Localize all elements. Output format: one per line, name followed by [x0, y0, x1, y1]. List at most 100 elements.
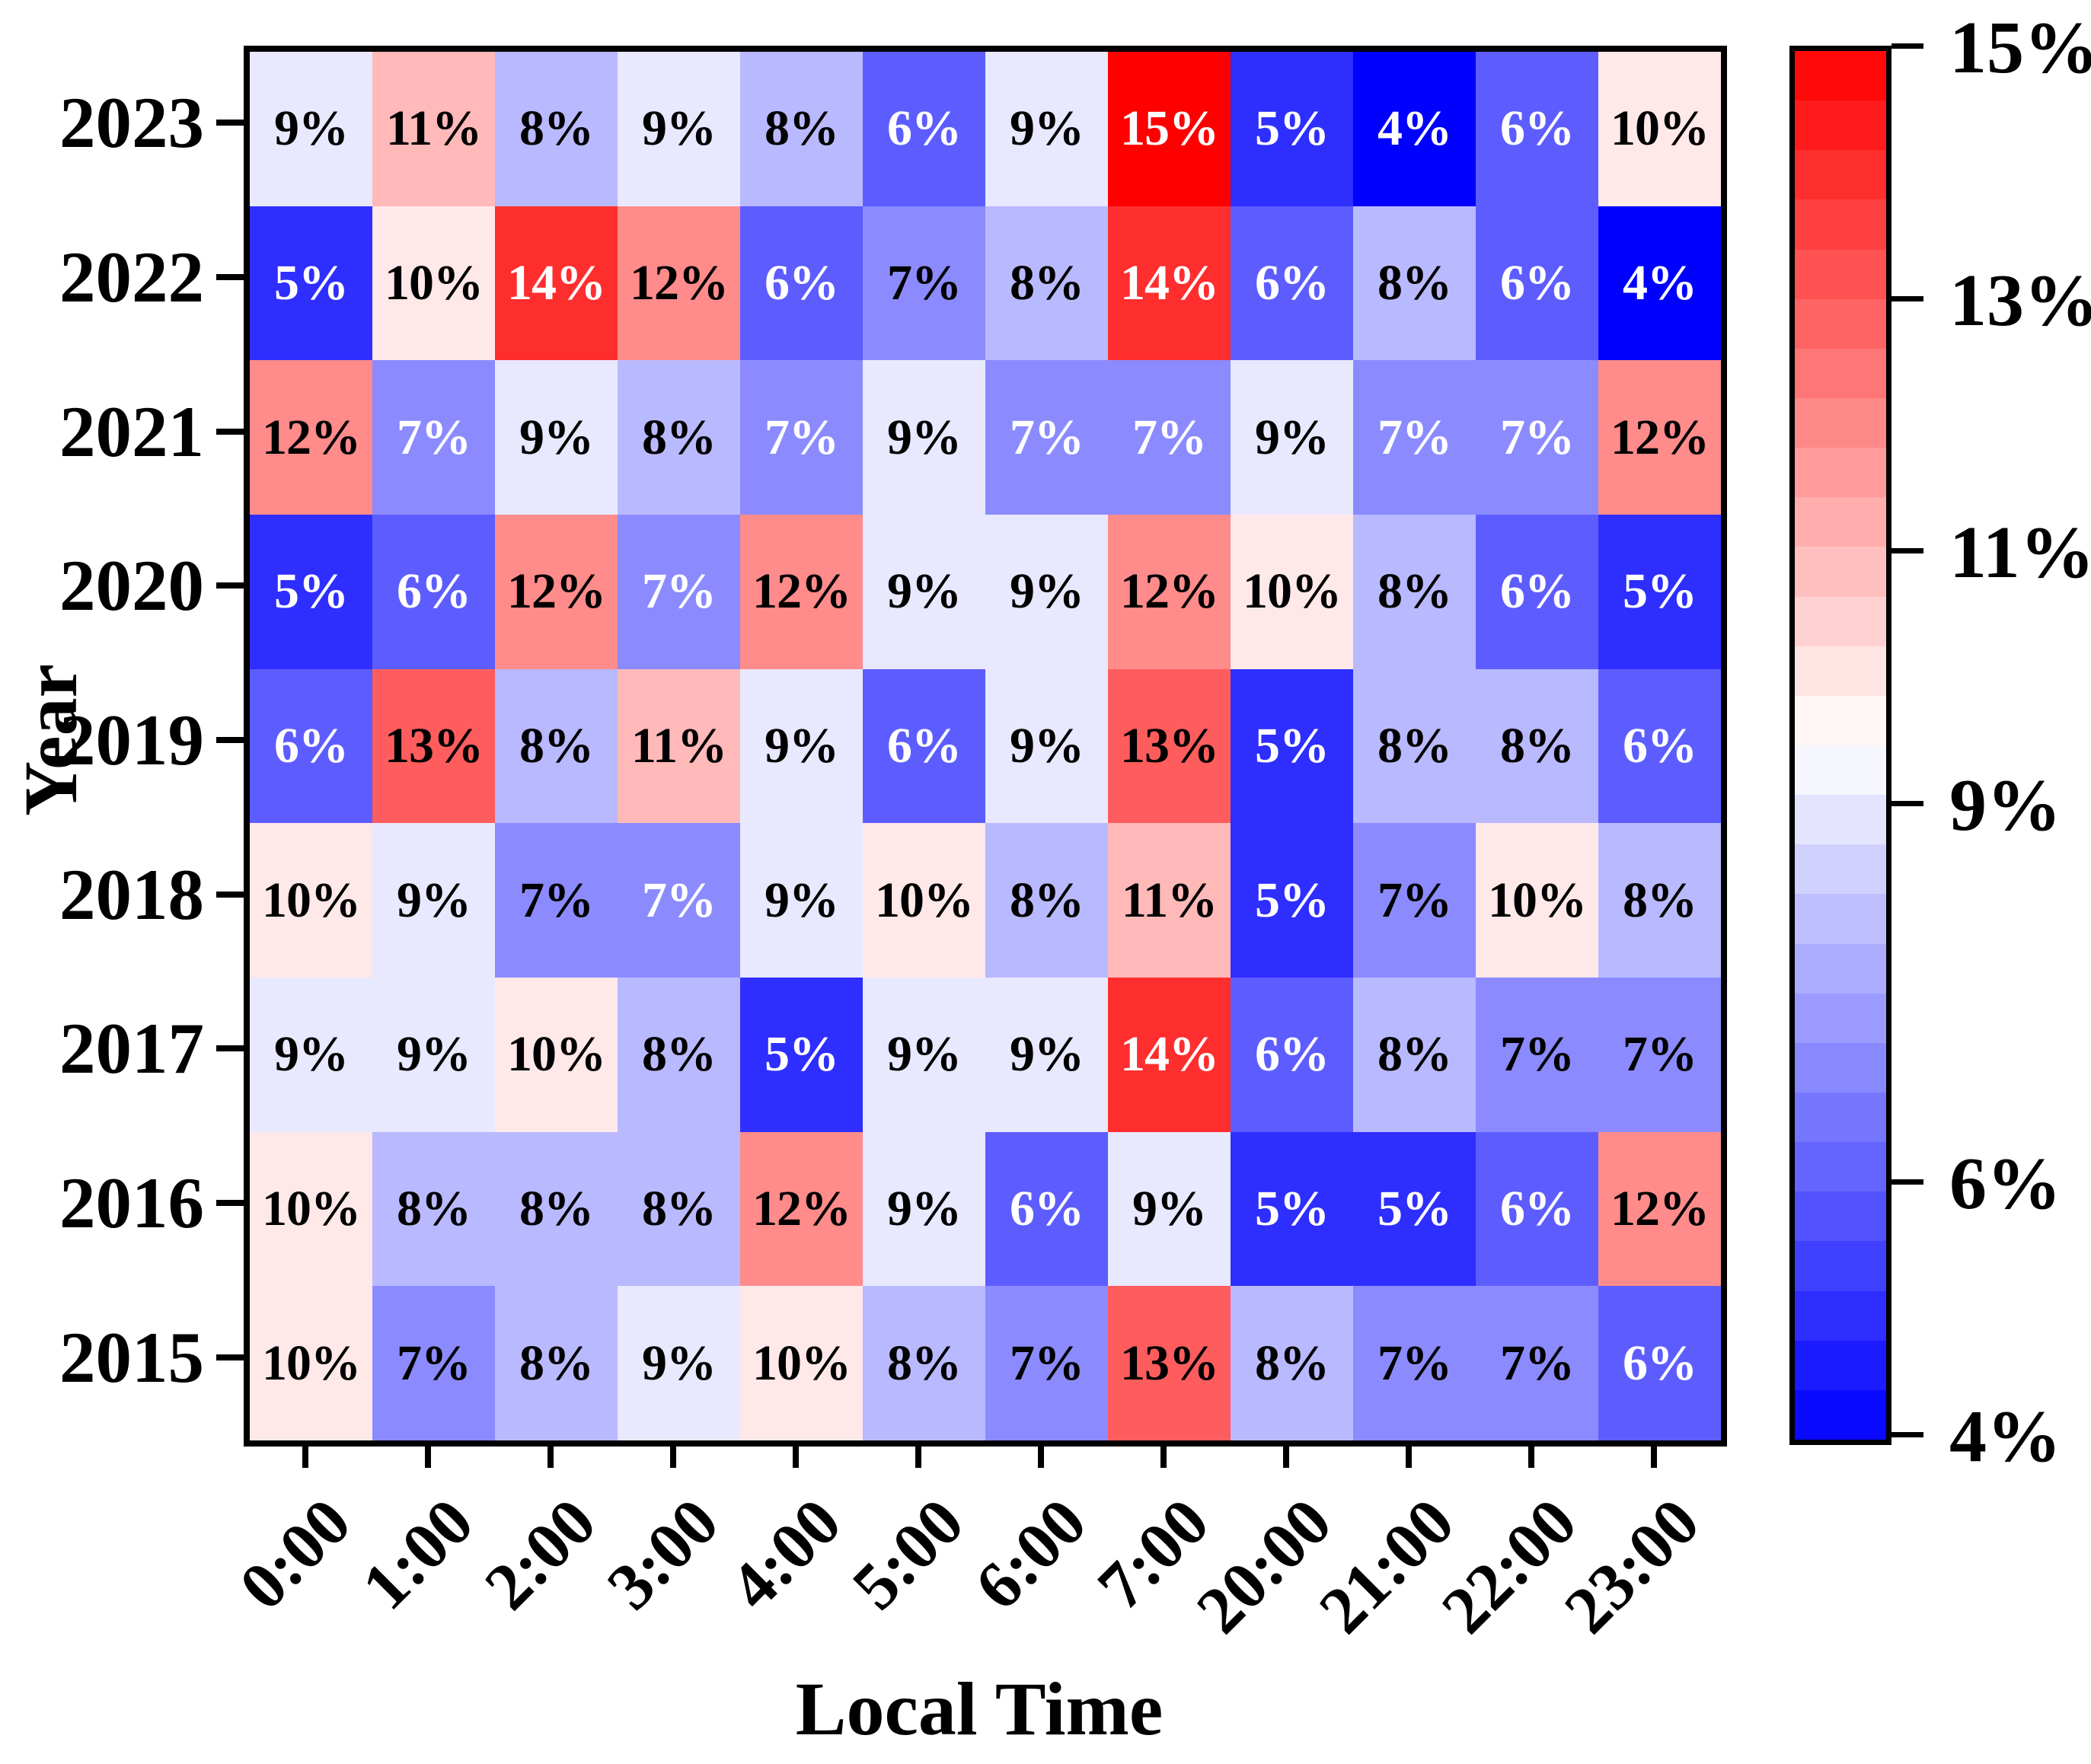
heatmap-cell: 10%: [250, 823, 372, 978]
heatmap-cell: 9%: [250, 978, 372, 1132]
heatmap-cell: 9%: [618, 1286, 740, 1440]
y-tick: [216, 1354, 244, 1360]
heatmap-cell: 9%: [985, 515, 1108, 669]
heatmap-cell: 6%: [1476, 515, 1598, 669]
x-tick: [1160, 1440, 1167, 1468]
heatmap-cell: 8%: [1353, 668, 1476, 824]
heatmap-cell: 6%: [1231, 978, 1353, 1132]
heatmap-cell: 15%: [1108, 52, 1231, 206]
colorbar-band: [1795, 150, 1886, 200]
heatmap-cell: 7%: [1476, 360, 1598, 515]
heatmap-cell: 7%: [618, 515, 740, 669]
heatmap-cell: 10%: [863, 823, 985, 978]
colorbar-band: [1795, 51, 1886, 101]
heatmap-cell: 12%: [495, 515, 618, 669]
heatmap-cell: 14%: [1108, 206, 1231, 361]
heatmap-cell: 6%: [1598, 1286, 1721, 1440]
y-tick: [216, 274, 244, 280]
colorbar-band: [1795, 448, 1886, 498]
heatmap-cell: 8%: [1353, 515, 1476, 669]
y-tick: [216, 1045, 244, 1052]
colorbar-tick: [1891, 1432, 1923, 1437]
colorbar-band: [1795, 795, 1886, 845]
heatmap-cell: 12%: [740, 1131, 863, 1287]
y-tick: [216, 582, 244, 589]
heatmap-cell: 7%: [985, 1286, 1108, 1440]
heatmap-cell: 10%: [1231, 515, 1353, 669]
heatmap-cell: 8%: [1231, 1286, 1353, 1440]
colorbar-tick-label: 13%: [1949, 259, 2091, 342]
x-tick-label: 0:00: [225, 1485, 366, 1625]
colorbar-band: [1795, 1191, 1886, 1242]
heatmap-cell: 13%: [1108, 1286, 1231, 1440]
heatmap-cell: 6%: [1598, 668, 1721, 824]
colorbar-tick: [1891, 1179, 1923, 1185]
heatmap-cell: 12%: [1598, 360, 1721, 515]
heatmap-cell: 5%: [1353, 1131, 1476, 1287]
colorbar-band: [1795, 1290, 1886, 1341]
heatmap-cell: 14%: [1108, 978, 1231, 1132]
colorbar-band: [1795, 497, 1886, 547]
y-tick: [216, 1200, 244, 1206]
heatmap-cell: 9%: [1108, 1131, 1231, 1287]
heatmap-cell: 5%: [1231, 1131, 1353, 1287]
heatmap-cell: 10%: [495, 978, 618, 1132]
y-tick-label: 2023: [59, 82, 204, 164]
x-axis-title: Local Time: [795, 1667, 1164, 1751]
heatmap-cell: 5%: [250, 515, 372, 669]
x-tick: [915, 1440, 921, 1468]
y-tick: [216, 891, 244, 898]
heatmap-cell: 8%: [985, 823, 1108, 978]
x-tick-label: 2:00: [471, 1485, 611, 1625]
heatmap-cell: 7%: [1353, 360, 1476, 515]
y-tick: [216, 737, 244, 743]
heatmap-cell: 12%: [1598, 1131, 1721, 1287]
heatmap-cell: 7%: [863, 206, 985, 361]
heatmap-cell: 9%: [985, 52, 1108, 206]
heatmap-cell: 6%: [1476, 206, 1598, 361]
y-tick-label: 2020: [59, 545, 204, 627]
heatmap-cell: 8%: [495, 668, 618, 824]
x-tick: [1650, 1440, 1657, 1468]
colorbar-tick: [1891, 800, 1923, 806]
colorbar-band: [1795, 695, 1886, 745]
heatmap-cell: 10%: [1476, 823, 1598, 978]
heatmap-cell: 13%: [372, 668, 495, 824]
colorbar-band: [1795, 547, 1886, 597]
heatmap-cell: 7%: [985, 360, 1108, 515]
heatmap-cell: 12%: [618, 206, 740, 361]
colorbar-band: [1795, 1042, 1886, 1093]
colorbar-band: [1795, 199, 1886, 250]
heatmap-cell: 8%: [372, 1131, 495, 1287]
colorbar: [1789, 46, 1891, 1445]
colorbar-band: [1795, 596, 1886, 646]
heatmap-cell: 9%: [250, 52, 372, 206]
y-tick-label: 2022: [59, 237, 204, 317]
colorbar-tick: [1891, 43, 1923, 49]
x-tick: [1037, 1440, 1044, 1468]
x-tick: [792, 1440, 799, 1468]
colorbar-band: [1795, 646, 1886, 696]
colorbar-band: [1795, 348, 1886, 398]
heatmap-cell: 6%: [1476, 1131, 1598, 1287]
heatmap-cell: 7%: [1476, 1286, 1598, 1440]
heatmap-cell: 6%: [372, 515, 495, 669]
heatmap-cell: 8%: [495, 52, 618, 206]
heatmap-cell: 11%: [618, 668, 740, 824]
colorbar-band: [1795, 100, 1886, 151]
heatmap-cell: 10%: [250, 1286, 372, 1440]
x-tick-label: 22:00: [1428, 1485, 1591, 1648]
heatmap-cell: 14%: [495, 206, 618, 361]
heatmap-cell: 9%: [372, 823, 495, 978]
x-tick-label: 5:00: [838, 1485, 978, 1625]
heatmap-cell: 12%: [1108, 515, 1231, 669]
heatmap-cell: 5%: [740, 978, 863, 1132]
x-tick: [302, 1440, 308, 1468]
heatmap-cell: 4%: [1598, 206, 1721, 361]
y-tick: [216, 428, 244, 435]
heatmap-cell: 8%: [863, 1286, 985, 1440]
colorbar-band: [1795, 993, 1886, 1043]
x-tick: [424, 1440, 431, 1468]
heatmap-cell: 5%: [250, 206, 372, 361]
heatmap-cell: 11%: [372, 52, 495, 206]
